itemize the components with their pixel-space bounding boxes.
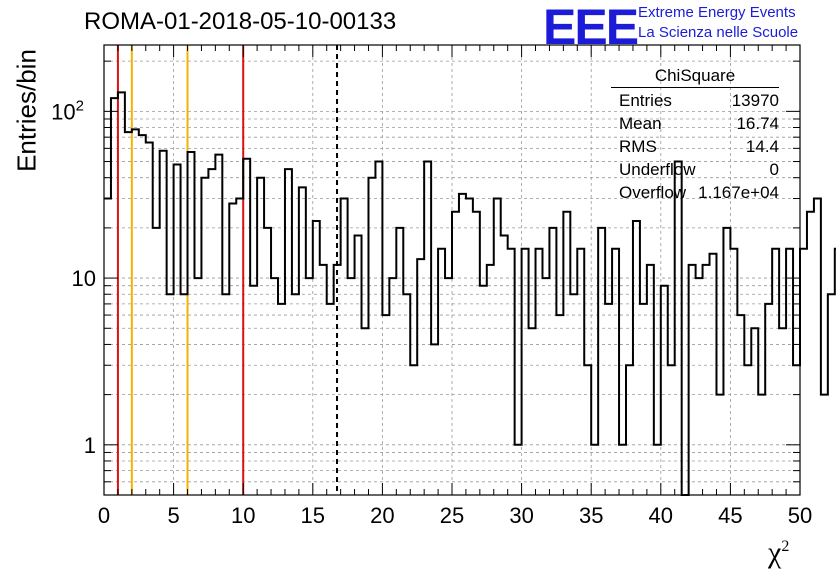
x-tick-label: 30 (509, 503, 533, 528)
stats-title: ChiSquare (611, 66, 779, 88)
stats-row: Overflow 1.167e+04 (611, 181, 779, 204)
stats-value: 0 (769, 160, 779, 179)
stats-key: Entries (619, 91, 672, 110)
x-axis-label-sup: 2 (781, 538, 790, 555)
x-tick-label: 50 (788, 503, 812, 528)
logo-tagline-1: Extreme Energy Events (638, 4, 796, 21)
y-axis-label: Entries/bin (11, 49, 42, 172)
x-tick-label: 0 (98, 503, 110, 528)
logo-tagline-2: La Scienza nelle Scuole (638, 24, 799, 41)
stats-row: RMS 14.4 (611, 135, 779, 158)
stats-key: RMS (619, 137, 657, 156)
stats-value: 13970 (731, 91, 779, 110)
stats-key: Mean (619, 114, 662, 133)
x-tick-label: 15 (301, 503, 325, 528)
x-tick-label: 40 (649, 503, 673, 528)
x-tick-label: 25 (440, 503, 464, 528)
y-tick-label: 10 (72, 266, 96, 291)
histogram-line (104, 91, 836, 496)
y-tick-label-sup: 2 (76, 97, 84, 114)
stats-row: Underflow 0 (611, 158, 779, 181)
x-tick-label: 35 (579, 503, 603, 528)
stats-value: 14.4 (745, 137, 779, 156)
stats-value: 1.167e+04 (698, 183, 779, 202)
eee-logo: EEE (543, 0, 639, 55)
stats-value: 16.74 (736, 114, 779, 133)
plot-title: ROMA-01-2018-05-10-00133 (84, 8, 397, 35)
x-axis-label: χ2 (768, 536, 789, 570)
x-axis-label-text: χ (768, 536, 782, 569)
x-tick-label: 45 (718, 503, 742, 528)
y-tick-label: 1 (84, 433, 96, 458)
y-tick-label: 102 (51, 97, 84, 124)
stats-key: Overflow (619, 183, 687, 202)
stats-key: Underflow (619, 160, 696, 179)
x-tick-label: 10 (231, 503, 255, 528)
stats-row: Entries 13970 (611, 89, 779, 112)
x-tick-label: 20 (370, 503, 394, 528)
stats-box: ChiSquare Entries 13970 Mean 16.74 RMS 14.4… (611, 66, 779, 204)
x-tick-label: 5 (167, 503, 179, 528)
stats-row: Mean 16.74 (611, 112, 779, 135)
